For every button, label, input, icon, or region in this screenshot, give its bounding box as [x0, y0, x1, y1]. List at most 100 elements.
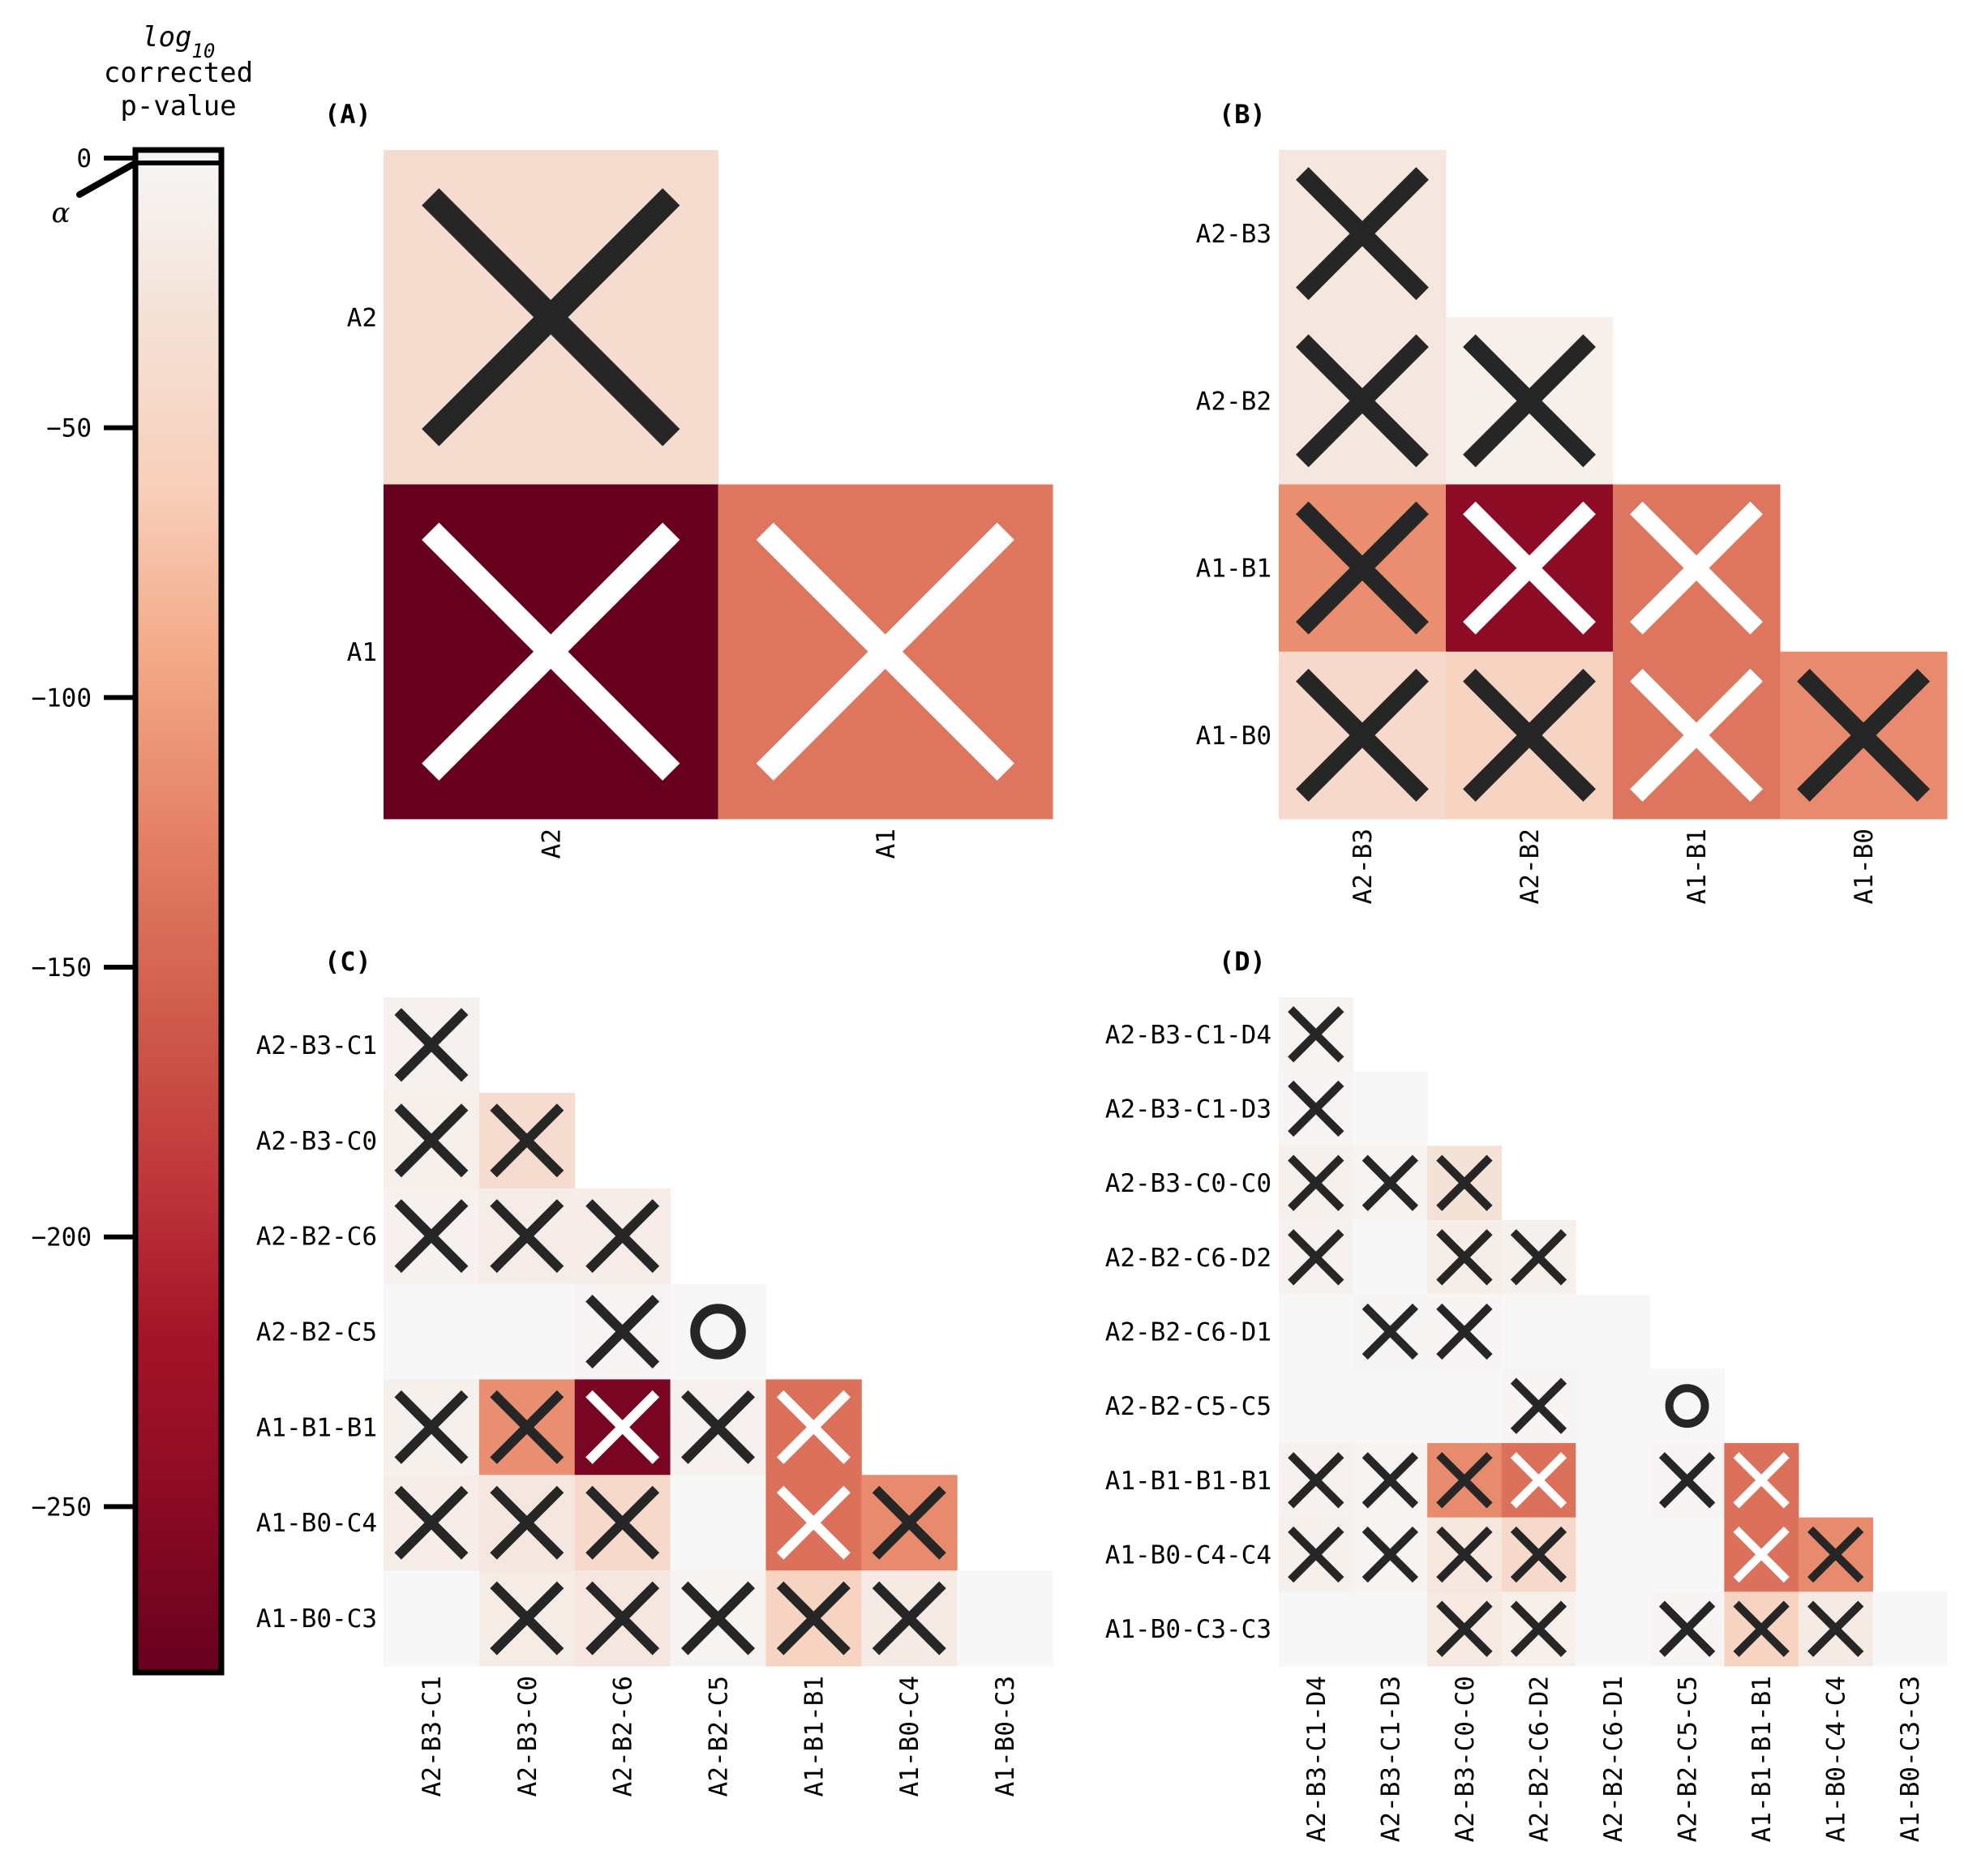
significance-x-marker — [1807, 1600, 1864, 1657]
colorbar-tick-label: −150 — [31, 953, 92, 983]
significance-x-marker — [1733, 1600, 1790, 1657]
significance-x-marker — [1296, 334, 1429, 468]
heatmap-cell — [1353, 1591, 1428, 1667]
colorbar-tick-label: −100 — [31, 683, 92, 713]
significance-x-marker — [585, 1199, 660, 1274]
row-label: A2-B2-C6-D1 — [1105, 1318, 1271, 1347]
colorbar-title-subscript: 10 — [191, 40, 215, 62]
significance-x-marker — [1436, 1229, 1493, 1286]
heatmap-cell — [1279, 1294, 1354, 1369]
significance-x-marker — [1362, 1526, 1418, 1583]
significance-x-marker — [1733, 1526, 1790, 1583]
column-label: A2 — [537, 829, 566, 859]
heatmap-cell — [670, 1283, 766, 1380]
column-label: A2-B2 — [1516, 829, 1545, 904]
heatmap-cell — [1353, 1071, 1428, 1146]
significance-x-marker — [1463, 334, 1596, 468]
heatmap-cell — [1576, 1591, 1651, 1667]
heatmap-panel: (B) A2-B3 A2-B2 A1-B1 A1-B0 A2-B3 A2-B2 A1-B1 A1… — [1196, 99, 1948, 904]
significance-x-marker — [585, 1390, 660, 1464]
significance-x-marker — [1510, 1377, 1567, 1434]
heatmap-cell — [1279, 1368, 1354, 1444]
significance-x-marker — [872, 1581, 946, 1655]
heatmap-cell — [1353, 1368, 1428, 1444]
significance-x-marker — [1288, 1526, 1344, 1583]
colorbar-tick-label: −200 — [31, 1223, 92, 1253]
significance-x-marker — [422, 522, 680, 781]
row-label: A1-B0-C4-C4 — [1105, 1541, 1271, 1570]
significance-x-marker — [1288, 1080, 1344, 1137]
significance-x-marker — [490, 1485, 564, 1560]
column-label: A2-B3-C1-D4 — [1302, 1676, 1331, 1842]
row-label: A2-B3-C1-D4 — [1105, 1021, 1271, 1050]
colorbar-tick-label: −50 — [46, 414, 92, 443]
significance-x-marker — [1296, 668, 1429, 802]
significance-x-marker — [394, 1103, 469, 1178]
panel-label: (B) — [1219, 99, 1266, 130]
heatmap-cell — [957, 1570, 1053, 1667]
significance-x-marker — [776, 1485, 851, 1560]
column-label: A1-B1-B1-B1 — [1747, 1676, 1777, 1842]
significance-x-marker — [756, 522, 1014, 781]
significance-x-marker — [1733, 1452, 1790, 1509]
significance-x-marker — [1510, 1526, 1567, 1583]
row-label: A2-B3 — [1196, 220, 1271, 249]
significance-x-marker — [1797, 668, 1930, 802]
column-label: A1-B1 — [1683, 829, 1712, 904]
significance-x-marker — [585, 1485, 660, 1560]
heatmap-cell — [1576, 1368, 1651, 1444]
significance-x-marker — [1288, 1006, 1344, 1063]
heatmap-panel: (C) A2-B3-C1 A2-B3-C0 A2-B2-C6 A2-B2-C5 A1-B1… — [256, 946, 1053, 1797]
significance-x-marker — [1510, 1452, 1567, 1509]
significance-x-marker — [1296, 501, 1429, 635]
colorbar-ticks: 0 −50 −100 −150 −200 −250 — [31, 144, 135, 1522]
row-label: A2-B2-C5-C5 — [1105, 1392, 1271, 1421]
heatmap-cell — [1576, 1294, 1651, 1369]
significance-x-marker — [1362, 1154, 1418, 1211]
heatmap-cell — [1576, 1517, 1651, 1592]
significance-x-marker — [1362, 1452, 1418, 1509]
column-label: A2-B2-C5-C5 — [1674, 1676, 1703, 1842]
significance-x-marker — [1436, 1452, 1493, 1509]
row-label: A1-B1 — [1196, 555, 1271, 584]
significance-x-marker — [1463, 501, 1596, 635]
heatmap-cell — [1649, 1368, 1725, 1444]
panel-label: (A) — [324, 99, 371, 130]
heatmap-cell — [1501, 1294, 1576, 1369]
row-label: A1 — [347, 638, 377, 667]
significance-x-marker — [490, 1390, 564, 1464]
significance-x-marker — [394, 1485, 469, 1560]
colorbar-title-log: log10 — [142, 21, 215, 62]
column-label: A2-B2-C6-D2 — [1524, 1676, 1554, 1842]
significance-x-marker — [422, 188, 680, 447]
row-label: A2-B2 — [1196, 387, 1271, 416]
heatmap-cell — [670, 1475, 766, 1571]
significance-x-marker — [1288, 1154, 1344, 1211]
column-label: A2-B3 — [1349, 829, 1378, 904]
column-label: A2-B3-C1 — [418, 1676, 447, 1797]
heatmap-panels: (A) A2 A1 A2 A1 (B) A2-B3 A2-B2 A1-B1 A1-B0 A2-B3 A… — [256, 99, 1948, 1842]
row-label: A1-B0-C3 — [256, 1604, 377, 1634]
significance-x-marker — [681, 1581, 755, 1655]
colorbar-tick-label: 0 — [76, 144, 92, 173]
colorbar-gradient — [132, 147, 225, 1676]
column-label: A1-B0-C3-C3 — [1896, 1676, 1925, 1842]
alpha-label: α — [52, 197, 71, 229]
column-label: A2-B2-C6 — [609, 1676, 638, 1797]
colorbar-tick-label: −250 — [31, 1493, 92, 1522]
significance-x-marker — [490, 1199, 564, 1274]
significance-x-marker — [1630, 501, 1763, 635]
significance-x-marker — [776, 1581, 851, 1655]
row-label: A1-B1-B1 — [256, 1413, 377, 1442]
alpha-pointer — [76, 160, 139, 198]
diagonal-o-marker — [690, 1304, 746, 1360]
significance-x-marker — [394, 1390, 469, 1464]
significance-x-marker — [1436, 1154, 1493, 1211]
row-label: A1-B0 — [1196, 722, 1271, 751]
column-label: A2-B3-C0 — [513, 1676, 542, 1797]
heatmap-cell — [1353, 1220, 1428, 1296]
heatmap-cell — [1427, 1368, 1503, 1444]
colorbar-title-line3: p-value — [120, 90, 236, 122]
column-label: A2-B3-C1-D3 — [1376, 1676, 1405, 1842]
column-label: A1-B0-C4-C4 — [1822, 1676, 1851, 1842]
